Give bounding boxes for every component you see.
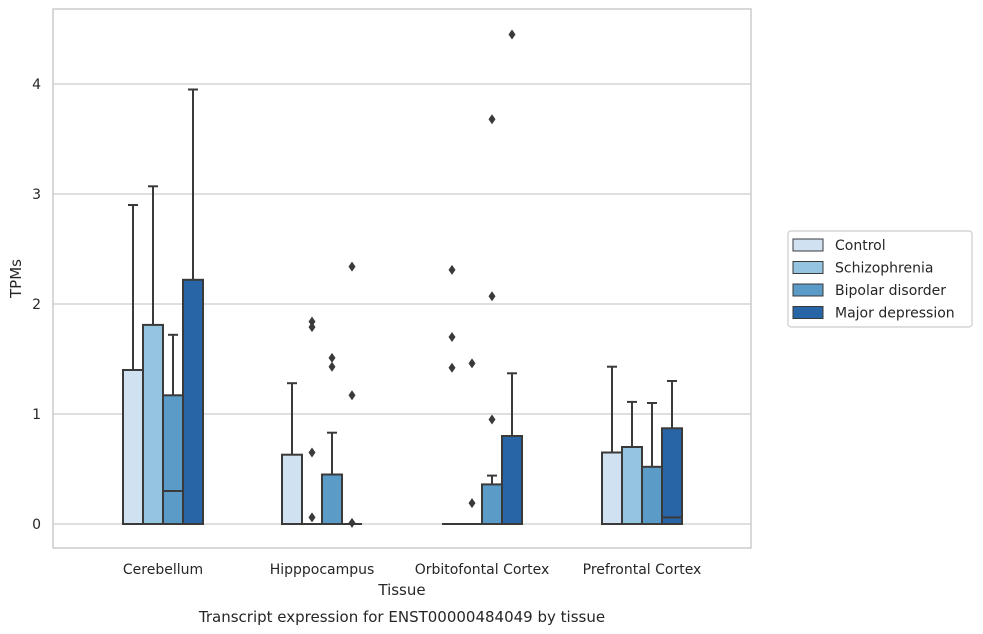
box-control xyxy=(601,365,623,525)
outlier-point xyxy=(508,29,516,40)
box xyxy=(162,394,184,525)
box-control xyxy=(122,204,144,525)
outlier-point xyxy=(348,261,356,272)
y-axis-label: TPMs xyxy=(7,259,25,299)
box-major-depression xyxy=(182,88,204,525)
legend-frame xyxy=(787,230,973,328)
box xyxy=(142,323,164,525)
x-tick-label: Cerebellum xyxy=(123,562,203,578)
x-tick-label: Prefrontal Cortex xyxy=(583,562,702,578)
box xyxy=(621,446,643,525)
box xyxy=(601,451,623,525)
legend-item: Bipolar disorder xyxy=(792,283,946,299)
y-tick-label: 2 xyxy=(32,297,41,313)
y-axis-ticks: 0 1 2 3 4 xyxy=(32,77,41,533)
outlier-point xyxy=(448,332,456,342)
y-tick-label: 3 xyxy=(32,187,41,203)
chart-caption: Transcript expression for ENST0000048404… xyxy=(198,608,605,626)
y-tick-label: 1 xyxy=(32,407,41,423)
box-control xyxy=(281,382,303,526)
box-bipolar-disorder xyxy=(641,402,663,525)
x-axis-ticks: Cerebellum Hipppocampus Orbitofontal Corte… xyxy=(123,562,701,578)
legend-label: Bipolar disorder xyxy=(835,283,946,299)
box-schizophrenia xyxy=(142,185,164,525)
box xyxy=(501,435,523,525)
outlier-point xyxy=(448,362,456,373)
box xyxy=(481,483,503,525)
outlier-point xyxy=(308,322,316,333)
outlier-point xyxy=(488,414,496,425)
box xyxy=(281,453,303,526)
legend-swatch xyxy=(792,238,824,252)
box xyxy=(641,465,663,525)
legend: Control Schizophrenia Bipolar disorder Majo… xyxy=(787,230,973,328)
y-tick-label: 0 xyxy=(32,517,41,533)
outlier-point xyxy=(348,517,356,528)
legend-item: Major depression xyxy=(792,306,955,322)
outlier-point xyxy=(328,361,336,372)
box-bipolar-disorder xyxy=(321,352,343,525)
box xyxy=(182,278,204,525)
y-tick-label: 4 xyxy=(32,77,41,93)
outlier-point xyxy=(328,352,336,363)
box xyxy=(122,369,144,525)
legend-swatch xyxy=(792,283,824,297)
legend-label: Major depression xyxy=(835,306,955,322)
legend-label: Schizophrenia xyxy=(835,261,933,277)
box-bipolar-disorder xyxy=(481,114,503,525)
x-axis-label: Tissue xyxy=(377,581,425,599)
box-schizophrenia xyxy=(302,316,322,525)
box-schizophrenia xyxy=(621,400,643,525)
legend-swatch xyxy=(792,306,824,319)
outlier-point xyxy=(308,447,316,458)
box-major-depression xyxy=(661,380,683,525)
box xyxy=(661,427,683,525)
x-tick-label: Orbitofontal Cortex xyxy=(415,562,550,578)
box-bipolar-disorder xyxy=(162,333,184,525)
x-tick-label: Hipppocampus xyxy=(270,562,375,578)
legend-swatch xyxy=(792,261,824,274)
legend-item: Schizophrenia xyxy=(792,261,933,277)
outlier-point xyxy=(468,498,476,509)
outlier-point xyxy=(448,264,456,275)
box-major-depression xyxy=(342,261,362,528)
outlier-point xyxy=(308,512,316,523)
legend-item: Control xyxy=(792,238,886,254)
outlier-point xyxy=(308,316,316,327)
outlier-point xyxy=(488,114,496,125)
plot-frame xyxy=(52,8,752,549)
outlier-point xyxy=(488,291,496,302)
outlier-point xyxy=(468,358,476,369)
outlier-point xyxy=(348,390,356,401)
box xyxy=(321,473,343,525)
box-plots xyxy=(122,29,683,528)
box-major-depression xyxy=(501,29,523,525)
box-control xyxy=(442,264,462,525)
legend-label: Control xyxy=(835,238,886,254)
box-schizophrenia xyxy=(462,358,482,525)
